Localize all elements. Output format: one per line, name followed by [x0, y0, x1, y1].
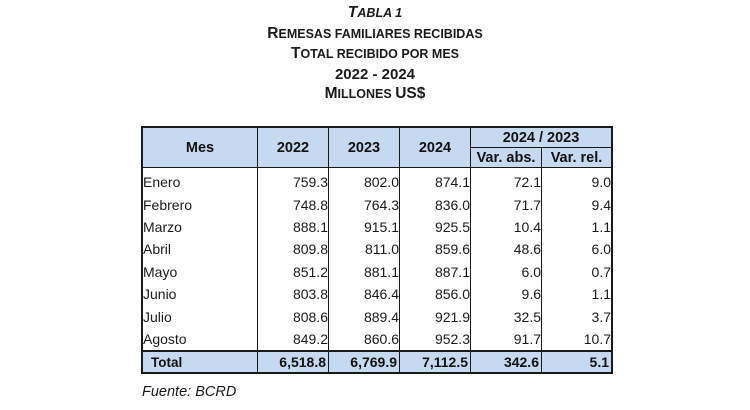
cell-mes: Enero — [141, 167, 258, 194]
cell-mes: Mayo — [141, 260, 258, 283]
cell-mes: Junio — [141, 282, 258, 306]
table-units: MILLONES US$ — [324, 85, 426, 102]
cell-2024: 925.5 — [399, 215, 471, 239]
cell-2024: 952.3 — [399, 327, 471, 352]
cell-mes: Abril — [141, 238, 258, 261]
table-row: Mayo 851.2 881.1 887.1 6.0 0.7 — [141, 260, 613, 283]
cell-var-rel: 0.7 — [541, 260, 613, 283]
cell-2023: 846.4 — [328, 282, 400, 306]
cell-var-abs: 9.6 — [470, 282, 542, 306]
header-var-rel: Var. rel. — [541, 147, 613, 168]
cell-mes: Agosto — [141, 327, 258, 352]
cell-2023: 811.0 — [328, 238, 400, 261]
cell-2024: 856.0 — [399, 282, 471, 306]
cell-mes: Marzo — [141, 215, 258, 239]
table-row: Enero 759.3 802.0 874.1 72.1 9.0 — [141, 167, 613, 194]
cell-var-rel: 3.7 — [541, 305, 613, 328]
cell-2023: 802.0 — [328, 167, 400, 194]
remittances-table: Mes 2022 2023 2024 2024 / 2023 Var. abs.… — [141, 126, 613, 375]
header-2024: 2024 — [399, 126, 471, 168]
cell-var-abs: 6.0 — [470, 260, 542, 283]
table-row: Marzo 888.1 915.1 925.5 10.4 1.1 — [141, 215, 613, 239]
total-var-rel: 5.1 — [541, 350, 613, 374]
table-row: Febrero 748.8 764.3 836.0 71.7 9.4 — [141, 193, 613, 216]
cell-2023: 764.3 — [328, 193, 400, 216]
cell-var-rel: 1.1 — [541, 215, 613, 239]
header-var-abs: Var. abs. — [470, 147, 542, 168]
total-2022: 6,518.8 — [257, 350, 329, 374]
total-var-abs: 342.6 — [470, 350, 542, 374]
total-label: Total — [141, 350, 258, 374]
cell-2024: 887.1 — [399, 260, 471, 283]
cell-var-rel: 6.0 — [541, 238, 613, 261]
header-mes: Mes — [141, 126, 258, 168]
cell-var-rel: 9.4 — [541, 193, 613, 216]
cell-mes: Febrero — [141, 193, 258, 216]
cell-mes: Julio — [141, 305, 258, 328]
total-2023: 6,769.9 — [328, 350, 400, 374]
table-row: Julio 808.6 889.4 921.9 32.5 3.7 — [141, 305, 613, 328]
cell-2023: 889.4 — [328, 305, 400, 328]
table-row: Agosto 849.2 860.6 952.3 91.7 10.7 — [141, 327, 613, 352]
header-2022: 2022 — [257, 126, 329, 168]
header-2023: 2023 — [328, 126, 400, 168]
cell-2022: 808.6 — [257, 305, 329, 328]
table-number: TABLA 1 — [347, 4, 403, 21]
cell-2022: 849.2 — [257, 327, 329, 352]
cell-var-rel: 1.1 — [541, 282, 613, 306]
table-subtitle: TOTAL RECIBIDO POR MES — [290, 45, 460, 62]
total-row: Total 6,518.8 6,769.9 7,112.5 342.6 5.1 — [141, 350, 613, 374]
cell-2024: 921.9 — [399, 305, 471, 328]
total-2024: 7,112.5 — [399, 350, 471, 374]
cell-var-abs: 32.5 — [470, 305, 542, 328]
cell-2022: 809.8 — [257, 238, 329, 261]
header-group-2024-2023: 2024 / 2023 — [470, 126, 613, 148]
cell-2023: 881.1 — [328, 260, 400, 283]
cell-2022: 851.2 — [257, 260, 329, 283]
cell-2022: 748.8 — [257, 193, 329, 216]
cell-var-abs: 48.6 — [470, 238, 542, 261]
cell-var-rel: 9.0 — [541, 167, 613, 194]
table-period: 2022 - 2024 — [334, 65, 416, 83]
cell-2022: 759.3 — [257, 167, 329, 194]
table-number-rest: ABLA 1 — [357, 6, 403, 20]
cell-var-abs: 10.4 — [470, 215, 542, 239]
table-title-block: TABLA 1 REMESAS FAMILIARES RECIBIDAS TOT… — [0, 3, 750, 105]
cell-2022: 803.8 — [257, 282, 329, 306]
cell-2024: 874.1 — [399, 167, 471, 194]
cell-2024: 836.0 — [399, 193, 471, 216]
cell-2023: 860.6 — [328, 327, 400, 352]
cell-var-abs: 72.1 — [470, 167, 542, 194]
table-row: Junio 803.8 846.4 856.0 9.6 1.1 — [141, 282, 613, 306]
cell-2022: 888.1 — [257, 215, 329, 239]
cell-var-rel: 10.7 — [541, 327, 613, 352]
table-row: Abril 809.8 811.0 859.6 48.6 6.0 — [141, 238, 613, 261]
cell-var-abs: 71.7 — [470, 193, 542, 216]
source-note: Fuente: BCRD — [142, 384, 237, 400]
table-title: REMESAS FAMILIARES RECIBIDAS — [267, 24, 483, 42]
cell-var-abs: 91.7 — [470, 327, 542, 352]
cell-2023: 915.1 — [328, 215, 400, 239]
cell-2024: 859.6 — [399, 238, 471, 261]
